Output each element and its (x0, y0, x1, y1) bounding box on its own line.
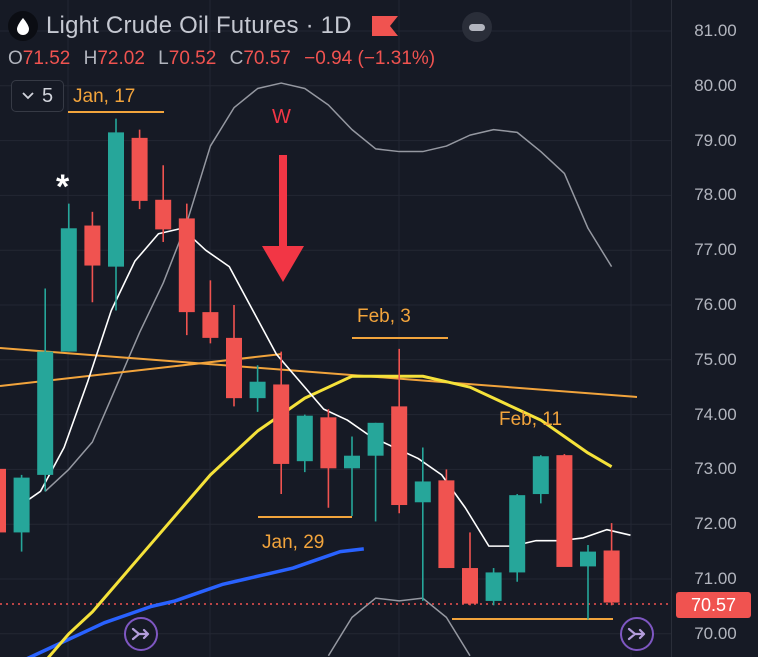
close-value: 70.57 (243, 48, 291, 69)
price-tick: 73.00 (694, 459, 737, 479)
price-tick: 80.00 (694, 75, 737, 95)
open-value: 71.52 (22, 48, 71, 69)
drop-icon (8, 11, 38, 41)
down-arrow-icon (262, 155, 304, 282)
annotation-w[interactable]: W (272, 106, 291, 128)
annotation-jan29[interactable]: Jan, 29 (262, 532, 325, 553)
bollinger-bands (44, 82, 613, 657)
price-tick: 76.00 (694, 295, 737, 314)
high-label: H (83, 48, 98, 69)
price-tick: 81.00 (694, 21, 737, 40)
legend-header: Light Crude Oil Futures · 1D O71.52 H72.… (0, 0, 670, 112)
annotation-jan17[interactable]: Jan, 17 (73, 86, 136, 107)
candles (0, 118, 620, 620)
close-label: C (229, 48, 244, 69)
hide-legend-button[interactable] (462, 12, 492, 42)
indicator-count: 5 (41, 84, 54, 107)
price-tick: 71.00 (694, 569, 737, 588)
indicators-toggle-button[interactable]: 5 (11, 80, 64, 112)
minus-icon (469, 23, 485, 31)
price-tick: 72.00 (694, 514, 737, 534)
price-tick: 75.00 (694, 349, 737, 369)
merge-arrow-icon (131, 627, 150, 641)
scroll-to-realtime-button[interactable] (620, 617, 654, 651)
price-tick: 77.00 (694, 240, 737, 260)
price-tick: 78.00 (694, 185, 737, 205)
trend-lines[interactable] (0, 347, 638, 398)
chevron-down-icon (22, 92, 34, 100)
replay-jump-button[interactable] (124, 617, 158, 651)
open-label: O (8, 48, 23, 69)
high-value: 72.02 (97, 48, 145, 69)
moving-averages (16, 227, 631, 657)
annotation-lines[interactable] (68, 111, 613, 620)
ohlc-values: O71.52 H72.02 L70.52 C70.57 −0.94 (−1.31… (8, 48, 435, 70)
price-tick: 74.00 (694, 404, 737, 424)
low-label: L (158, 48, 169, 69)
current-price-tag: 70.57 (676, 592, 751, 618)
merge-arrow-icon (627, 627, 646, 641)
symbol-title[interactable]: Light Crude Oil Futures · 1D (46, 12, 352, 39)
change-value: −0.94 (−1.31%) (304, 48, 436, 69)
price-tick: 70.00 (694, 623, 737, 643)
low-value: 70.52 (168, 48, 217, 69)
flag-icon[interactable] (371, 16, 398, 36)
star-marker[interactable]: * (56, 168, 70, 206)
price-tick: 79.00 (694, 130, 737, 150)
annotation-feb3[interactable]: Feb, 3 (357, 306, 411, 327)
annotation-feb11[interactable]: Feb, 11 (499, 409, 563, 430)
price-axis[interactable]: 81.00 80.00 79.00 78.00 77.00 76.00 75.00 74.00… (671, 0, 758, 657)
